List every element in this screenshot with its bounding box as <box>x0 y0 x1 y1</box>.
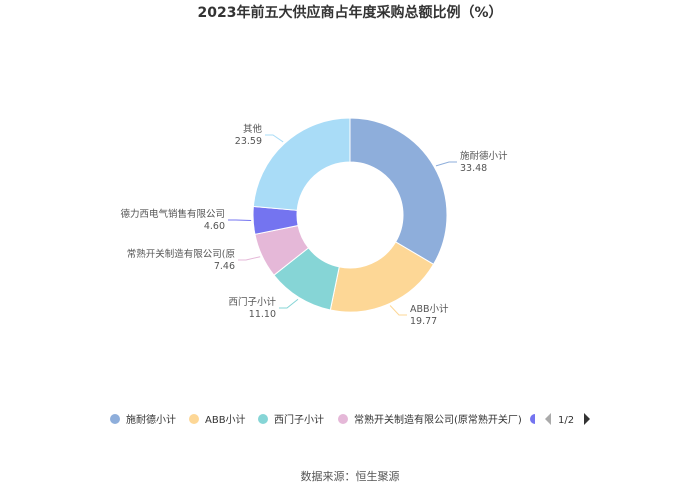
leader-line <box>238 256 261 261</box>
slice-name-label: 施耐德小计 <box>460 150 508 162</box>
legend-next-arrow-icon[interactable] <box>584 413 590 425</box>
slice-name-label: 其他 <box>243 123 263 135</box>
slice-value-label: 11.10 <box>249 309 276 320</box>
leader-line <box>435 161 457 167</box>
chart-title: 2023年前五大供应商占年度采购总额比例（%） <box>198 4 503 21</box>
legend-item-label[interactable]: ABB小计 <box>205 413 246 426</box>
legend-item-label[interactable]: 施耐德小计 <box>126 413 176 426</box>
legend-marker <box>258 414 268 424</box>
slices-group <box>252 117 448 313</box>
slice-value-label: 4.60 <box>204 221 225 232</box>
slice-name-label: ABB小计 <box>410 303 449 315</box>
legend-marker <box>110 414 120 424</box>
data-source: 数据来源：恒生聚源 <box>301 469 400 483</box>
slice-value-label: 7.46 <box>214 261 235 272</box>
leader-line <box>228 219 252 222</box>
legend-marker-clipped <box>530 414 535 424</box>
slice-value-label: 19.77 <box>410 316 437 327</box>
slice-name-label: 德力西电气销售有限公司 <box>120 208 225 220</box>
slice-value-label: 23.59 <box>235 136 262 147</box>
donut-slice[interactable] <box>252 117 351 211</box>
legend-page-indicator: 1/2 <box>558 415 574 426</box>
donut-slice[interactable] <box>349 117 448 265</box>
legend-marker <box>338 414 348 424</box>
legend-prev-arrow-icon[interactable] <box>545 413 551 425</box>
legend-item-label[interactable]: 西门子小计 <box>274 413 324 426</box>
slice-name-label: 常熟开关制造有限公司(原 <box>127 248 235 260</box>
slice-name-label: 西门子小计 <box>228 296 276 308</box>
leader-line <box>279 298 299 309</box>
leader-line <box>389 305 407 316</box>
legend-item-label[interactable]: 常熟开关制造有限公司(原常熟开关厂) <box>354 413 522 426</box>
legend-marker <box>189 414 199 424</box>
leader-line <box>265 134 284 143</box>
legend: 施耐德小计 ABB小计 西门子小计 常熟开关制造有限公司(原常熟开关厂) 1/2 <box>110 413 590 426</box>
slice-value-label: 33.48 <box>460 163 487 174</box>
